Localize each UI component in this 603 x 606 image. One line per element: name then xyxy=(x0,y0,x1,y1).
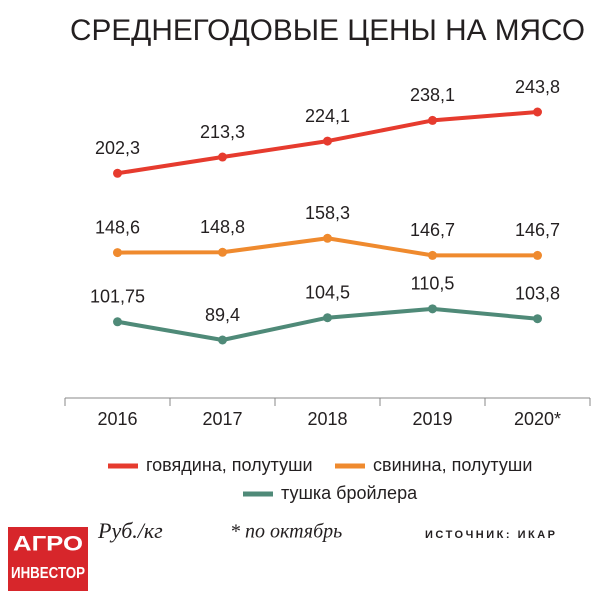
point xyxy=(323,233,332,243)
unit: Руб./кг xyxy=(97,518,163,543)
value-label: 158,3 xyxy=(305,203,350,223)
value-label: 238,1 xyxy=(410,85,455,105)
point xyxy=(323,313,332,323)
value-label: 148,6 xyxy=(95,217,140,237)
value-label: 146,7 xyxy=(410,220,455,240)
x-tick-label: 2016 xyxy=(97,409,137,429)
point xyxy=(533,107,542,117)
value-label: 103,8 xyxy=(515,283,560,303)
logo-text: АГРО xyxy=(13,533,83,556)
legend-label: свинина, полутуши xyxy=(373,455,532,475)
point xyxy=(218,335,227,345)
note: * по октябрь xyxy=(230,521,342,543)
point xyxy=(323,136,332,146)
value-label: 101,75 xyxy=(90,287,145,307)
point xyxy=(218,152,227,162)
point xyxy=(113,248,122,258)
point xyxy=(113,317,122,327)
value-label: 146,7 xyxy=(515,220,560,240)
value-label: 224,1 xyxy=(305,106,350,126)
source: ИСТОЧНИК: ИКАР xyxy=(425,529,558,541)
value-label: 104,5 xyxy=(305,282,350,302)
point xyxy=(428,115,437,125)
point xyxy=(533,250,542,260)
point xyxy=(218,247,227,257)
x-tick-label: 2020* xyxy=(514,409,561,429)
x-tick-label: 2019 xyxy=(412,409,452,429)
value-label: 110,5 xyxy=(411,274,455,294)
value-label: 202,3 xyxy=(95,138,140,158)
legend-label: говядина, полутуши xyxy=(146,455,313,475)
logo-text: ИНВЕСТОР xyxy=(11,565,85,582)
chart-title: СРЕДНЕГОДОВЫЕ ЦЕНЫ НА МЯСО xyxy=(70,14,585,47)
x-tick-label: 2017 xyxy=(202,409,242,429)
value-label: 243,8 xyxy=(515,77,560,97)
value-label: 89,4 xyxy=(205,305,240,325)
legend-label: тушка бройлера xyxy=(281,483,418,503)
value-label: 213,3 xyxy=(200,122,245,142)
point xyxy=(113,168,122,178)
x-tick-label: 2018 xyxy=(307,409,347,429)
logo-box xyxy=(8,527,88,591)
value-label: 148,8 xyxy=(200,217,245,237)
point xyxy=(428,304,437,314)
point xyxy=(428,250,437,260)
point xyxy=(533,314,542,324)
